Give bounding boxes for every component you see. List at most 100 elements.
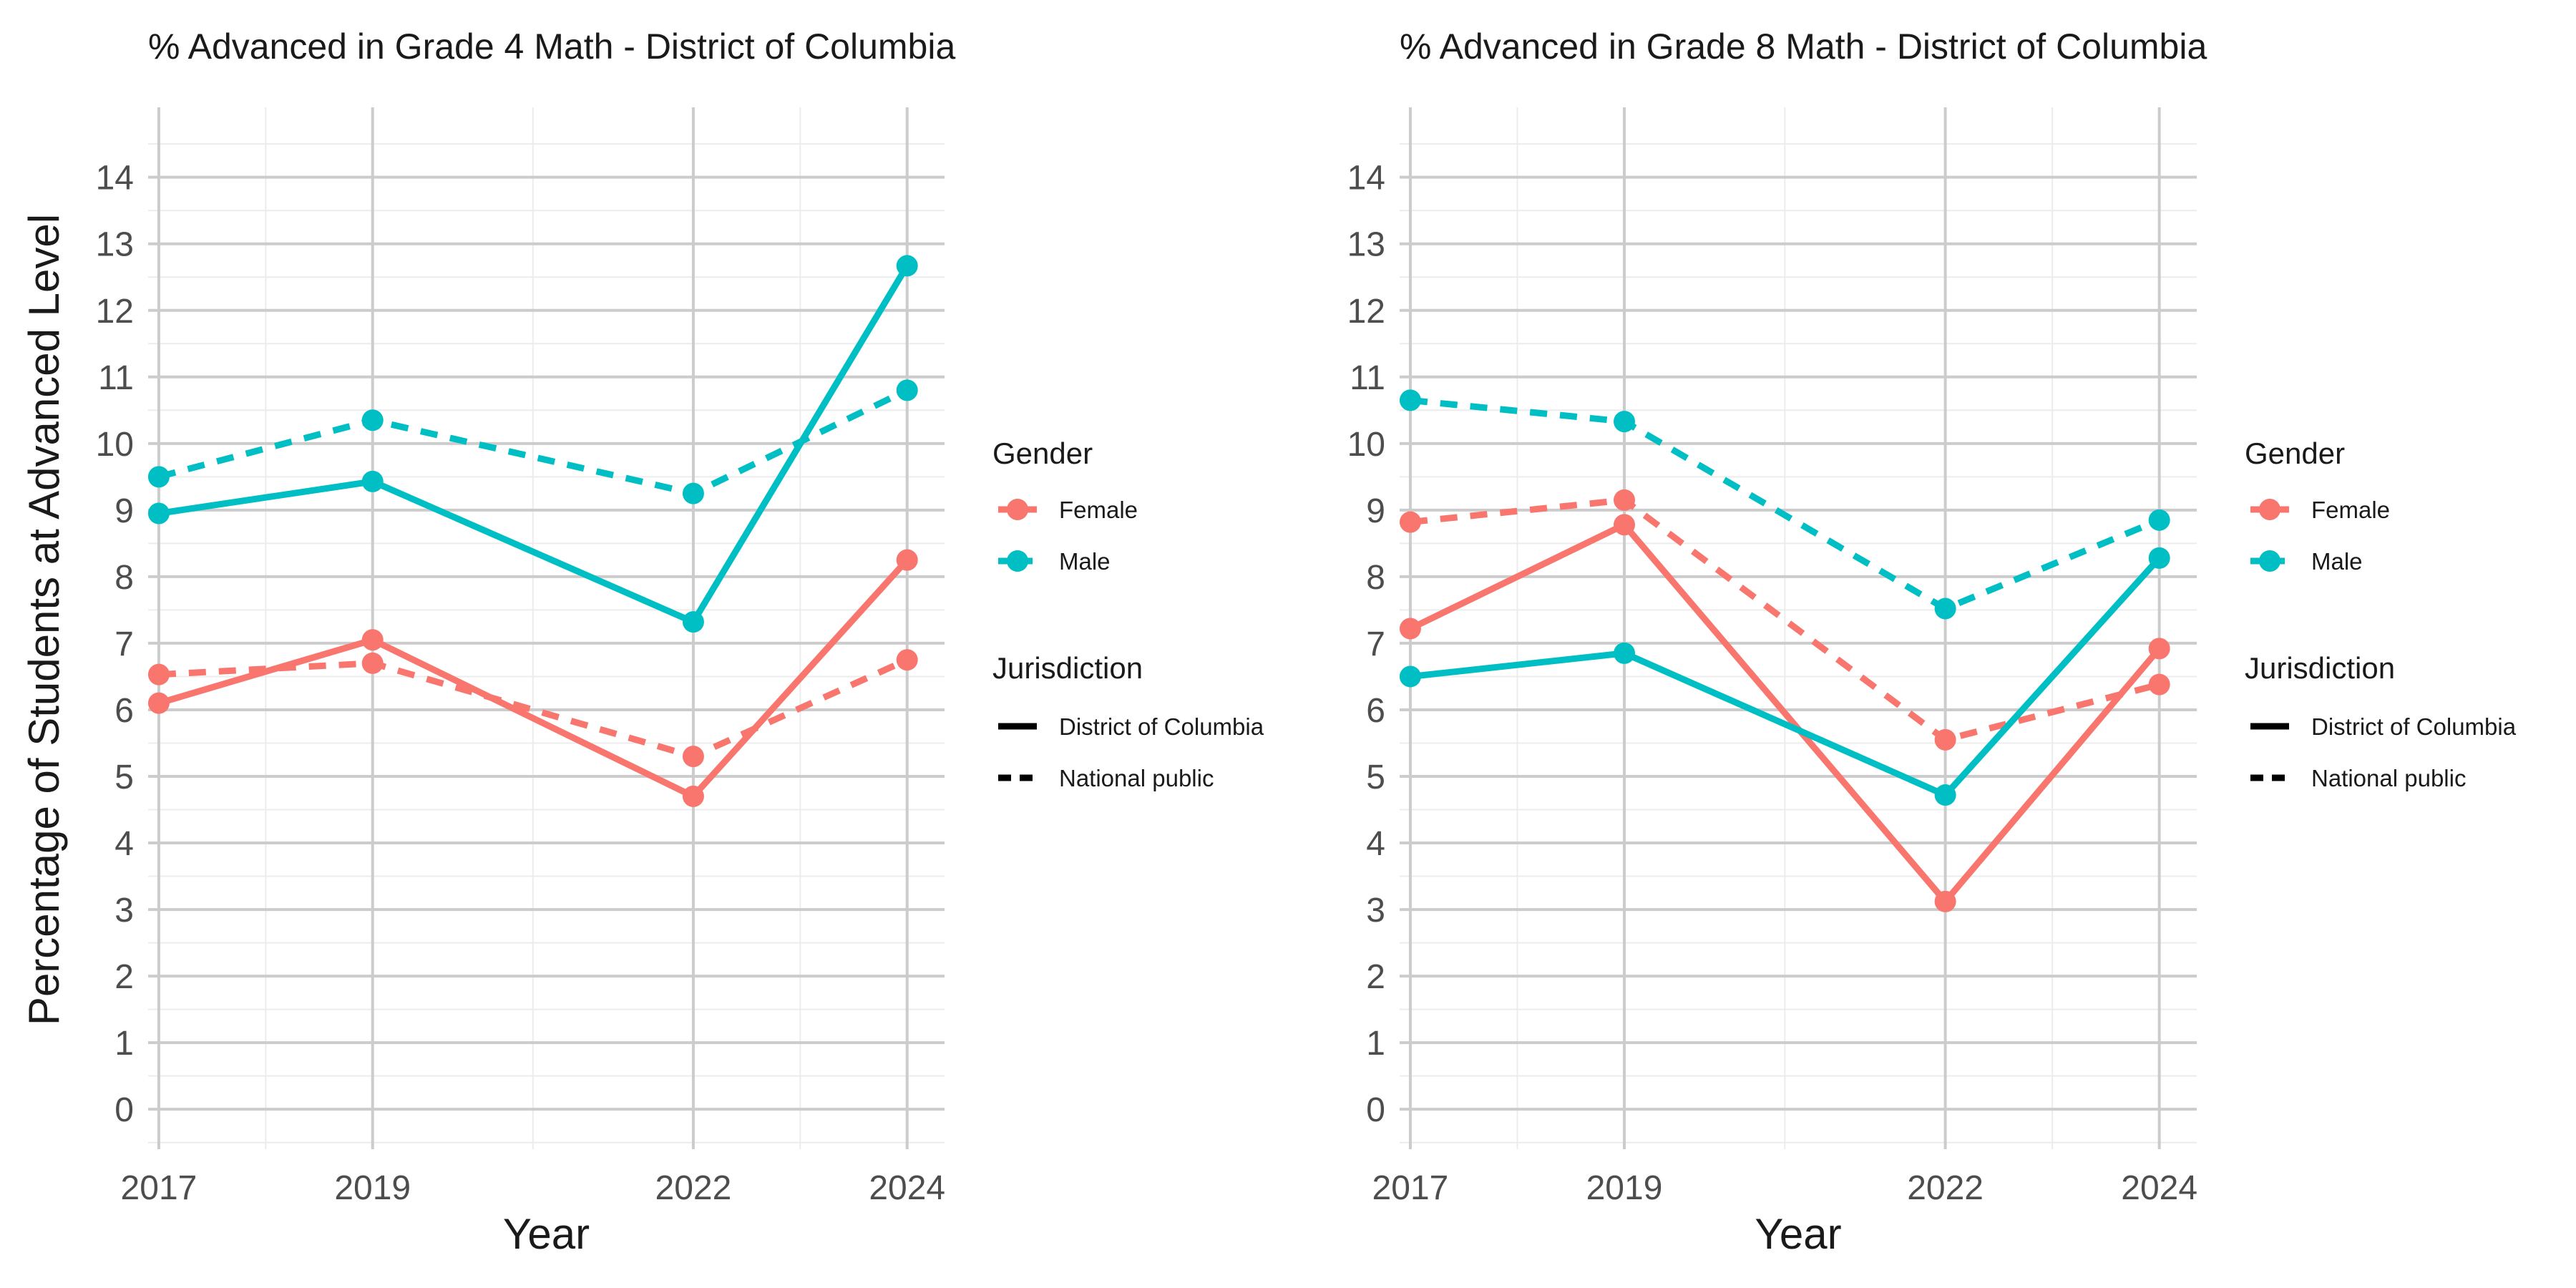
x-tick-label: 2017 xyxy=(1372,1169,1449,1207)
data-point-male xyxy=(1614,411,1636,433)
chart-title: % Advanced in Grade 8 Math - District of… xyxy=(1400,26,2207,67)
data-point-male xyxy=(1614,642,1636,664)
series-line-male-national-public xyxy=(157,387,909,497)
y-tick-label: 11 xyxy=(98,359,134,397)
y-tick-label: 0 xyxy=(114,1091,134,1129)
data-point-female xyxy=(1399,511,1421,533)
legend-label-female: Female xyxy=(2311,497,2390,523)
y-tick-label: 14 xyxy=(1347,160,1385,197)
legend-key-point xyxy=(1007,550,1028,572)
x-tick-label: 2024 xyxy=(869,1169,945,1207)
y-tick-label: 7 xyxy=(114,625,134,663)
data-point-female xyxy=(361,652,384,674)
legend-label-female: Female xyxy=(1059,497,1138,523)
series-line-female-national-public xyxy=(158,657,909,760)
data-point-male xyxy=(1934,784,1956,806)
series-line-female-national-public xyxy=(1410,497,2160,743)
legend-label-jurisdiction: National public xyxy=(2311,765,2466,791)
y-tick-label: 12 xyxy=(96,293,134,331)
x-axis-title: Year xyxy=(1755,1210,1841,1258)
legend-title-gender: Gender xyxy=(2245,436,2345,470)
data-point-female xyxy=(1614,489,1636,511)
series-line-male-district-of-columbia xyxy=(1410,555,2162,799)
data-point-female xyxy=(682,746,704,768)
data-point-female xyxy=(1399,618,1421,640)
data-point-female xyxy=(1614,514,1636,536)
y-tick-label: 10 xyxy=(1347,426,1385,464)
y-tick-label: 11 xyxy=(1350,359,1385,397)
data-point-male xyxy=(682,482,704,504)
y-tick-label: 9 xyxy=(1366,492,1385,530)
legend-label-male: Male xyxy=(1059,548,1111,575)
legend-label-male: Male xyxy=(2311,548,2363,575)
data-point-female xyxy=(896,549,918,571)
data-point-male xyxy=(361,470,384,492)
data-point-male xyxy=(1934,597,1956,620)
y-tick-label: 7 xyxy=(1366,625,1385,663)
y-axis-title: Percentage of Students at Advanced Level xyxy=(20,214,68,1025)
data-point-male xyxy=(361,409,384,431)
y-tick-label: 4 xyxy=(114,825,134,863)
data-point-female xyxy=(2148,673,2170,696)
data-point-male xyxy=(147,466,170,488)
y-tick-label: 6 xyxy=(1366,692,1385,730)
series-line-female-district-of-columbia xyxy=(1409,521,2162,905)
y-tick-label: 4 xyxy=(1366,825,1385,863)
chart-title: % Advanced in Grade 4 Math - District of… xyxy=(148,26,955,67)
y-tick-label: 5 xyxy=(1366,758,1385,796)
data-point-female xyxy=(1934,728,1956,751)
y-tick-label: 14 xyxy=(96,160,134,197)
legend-key-point xyxy=(2259,499,2280,520)
data-point-male xyxy=(682,611,704,633)
data-point-male xyxy=(1399,389,1421,411)
data-point-female xyxy=(682,785,704,807)
y-tick-label: 9 xyxy=(114,492,134,530)
x-axis-title: Year xyxy=(503,1210,590,1258)
data-point-female xyxy=(147,692,170,714)
data-point-male xyxy=(147,502,170,525)
data-point-male xyxy=(1399,665,1421,688)
legend-grade8: Gender Female Male Jurisdiction District of … xyxy=(2245,436,2517,791)
y-tick-label: 3 xyxy=(1366,892,1385,930)
legend-title-jurisdiction: Jurisdiction xyxy=(2245,651,2395,685)
x-tick-label: 2019 xyxy=(1586,1169,1663,1207)
y-tick-label: 0 xyxy=(1366,1091,1385,1129)
data-point-female xyxy=(147,663,170,686)
y-tick-label: 1 xyxy=(114,1025,134,1063)
data-point-female xyxy=(361,629,384,651)
data-point-male xyxy=(2148,547,2170,569)
data-point-male xyxy=(2148,509,2170,531)
y-tick-label: 8 xyxy=(1366,559,1385,597)
y-tick-label: 6 xyxy=(114,692,134,730)
y-tick-label: 13 xyxy=(96,226,134,264)
legend-key-point xyxy=(2259,550,2280,572)
y-tick-label: 2 xyxy=(1366,958,1385,996)
y-tick-label: 1 xyxy=(1366,1025,1385,1063)
data-point-female xyxy=(2148,638,2170,660)
data-point-male xyxy=(896,379,918,401)
legend-title-jurisdiction: Jurisdiction xyxy=(992,651,1143,685)
legend-title-gender: Gender xyxy=(992,436,1093,470)
y-tick-label: 3 xyxy=(114,892,134,930)
y-tick-label: 2 xyxy=(114,958,134,996)
x-tick-label: 2019 xyxy=(334,1169,411,1207)
data-point-female xyxy=(896,649,918,671)
x-tick-label: 2017 xyxy=(121,1169,197,1207)
y-tick-label: 13 xyxy=(1347,226,1385,264)
data-point-male xyxy=(896,255,918,277)
legend-label-jurisdiction: District of Columbia xyxy=(2311,713,2517,740)
data-point-female xyxy=(1934,890,1956,912)
legend-grade4: Gender Female Male Jurisdiction District of … xyxy=(992,436,1264,791)
y-tick-label: 8 xyxy=(114,559,134,597)
legend-key-point xyxy=(1007,499,1028,520)
x-tick-label: 2022 xyxy=(655,1169,732,1207)
series-line-male-national-public xyxy=(1410,396,2161,613)
y-tick-label: 5 xyxy=(114,758,134,796)
legend-label-jurisdiction: National public xyxy=(1059,765,1214,791)
legend-label-jurisdiction: District of Columbia xyxy=(1059,713,1264,740)
y-tick-label: 12 xyxy=(1347,293,1385,331)
x-tick-label: 2022 xyxy=(1907,1169,1984,1207)
